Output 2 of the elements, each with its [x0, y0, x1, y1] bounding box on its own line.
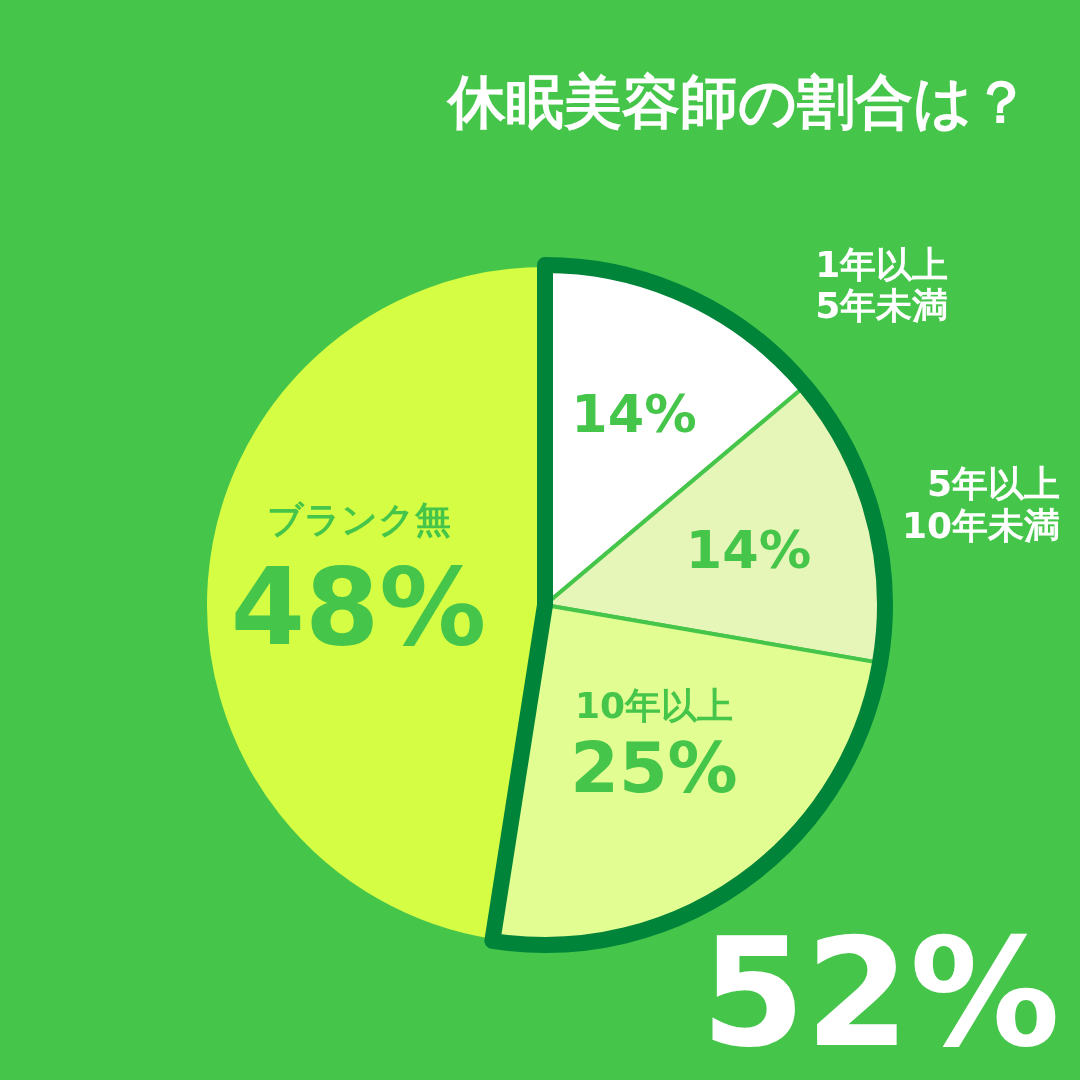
title: 休眠美容師の割合は？	[448, 68, 1030, 136]
annotation: 52%	[700, 906, 1060, 1080]
